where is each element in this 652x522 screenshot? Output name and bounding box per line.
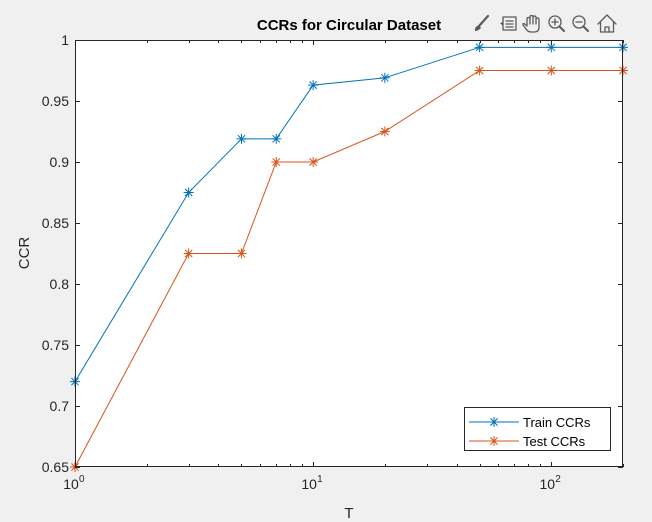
y-tick-label: 0.65 [42, 459, 69, 475]
brush-icon[interactable] [471, 13, 493, 35]
data-point [379, 72, 390, 83]
x-tick-label: 10 2 [540, 474, 562, 492]
x-tick-label-exp: 2 [555, 474, 561, 485]
legend-marker-glyph [489, 436, 499, 446]
y-tick-label: 0.9 [50, 154, 70, 170]
data-point [271, 133, 282, 144]
axes-box [75, 40, 623, 467]
y-tick-label: 0.95 [42, 93, 69, 109]
data-point [183, 248, 194, 259]
data-point [236, 133, 247, 144]
legend-marker-glyph [489, 417, 499, 427]
legend-item-train: Train CCRs [469, 415, 591, 430]
x-tick-label: 10 1 [301, 474, 323, 492]
series-train [70, 42, 628, 387]
x-tick-label-base: 10 [63, 476, 79, 492]
x-tick-labels: 10 0 10 1 10 2 [63, 474, 561, 492]
data-point [183, 187, 194, 198]
x-tick-label-base: 10 [540, 476, 556, 492]
data-point [308, 157, 319, 167]
data-point [546, 65, 557, 76]
pan-hand-icon[interactable] [521, 13, 543, 35]
legend-box [464, 407, 611, 451]
x-tick-label-base: 10 [301, 476, 317, 492]
legend[interactable]: Train CCRs Test CCRs [464, 407, 611, 451]
y-tick-labels: 0.65 0.7 0.75 0.8 0.85 0.9 0.95 1 [42, 32, 69, 475]
x-axis-label: T [344, 505, 353, 522]
x-tick-label-exp: 0 [79, 474, 85, 485]
axes-area[interactable] [75, 40, 623, 467]
y-tick-label: 0.7 [50, 398, 70, 414]
axes-toolbar [471, 13, 617, 35]
x-tick-label-exp: 1 [317, 474, 323, 485]
legend-item-test: Test CCRs [469, 434, 586, 449]
data-point [271, 157, 282, 167]
plot-layer [70, 42, 628, 472]
data-point [474, 65, 485, 76]
chart-title: CCRs for Circular Dataset [257, 17, 441, 34]
data-tips-icon[interactable] [497, 13, 519, 35]
legend-marker-train [489, 417, 499, 427]
y-axis-label: CCR [16, 237, 33, 270]
y-tick-label: 0.8 [50, 276, 70, 292]
zoom-out-icon[interactable] [569, 13, 591, 35]
data-point [379, 126, 390, 137]
data-point [474, 42, 485, 53]
y-tick-label: 1 [61, 32, 69, 48]
legend-label-train: Train CCRs [523, 415, 591, 430]
tick-marks [75, 40, 624, 468]
data-point [308, 80, 319, 91]
home-icon[interactable] [595, 13, 617, 35]
y-tick-label: 0.85 [42, 215, 69, 231]
x-tick-label: 10 0 [63, 474, 85, 492]
legend-marker-test [489, 436, 499, 446]
legend-label-test: Test CCRs [523, 434, 586, 449]
y-tick-label: 0.75 [42, 337, 69, 353]
zoom-in-icon[interactable] [545, 13, 567, 35]
data-point [236, 248, 247, 259]
